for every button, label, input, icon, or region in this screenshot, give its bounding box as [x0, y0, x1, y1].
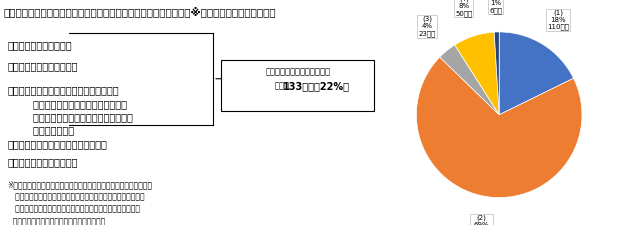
- Text: (3)
4%
23法人: (3) 4% 23法人: [419, 16, 436, 37]
- Text: （３）設置する学校やキャンパスが複数の
        自治体にまたがっている場合等で、
        対象となっている自治体となっていな
        い: （３）設置する学校やキャンパスが複数の 自治体にまたがっている場合等で、 対象と…: [8, 86, 132, 135]
- FancyBboxPatch shape: [221, 60, 374, 111]
- Text: 調査項目１：ふるさと納税を活用した学校法人に対する支援制度（※）の対象となっているか。: 調査項目１：ふるさと納税を活用した学校法人に対する支援制度（※）の対象となってい…: [4, 7, 276, 18]
- Text: （５）その他【自由記述】: （５）その他【自由記述】: [8, 158, 78, 167]
- Wedge shape: [494, 32, 499, 115]
- Wedge shape: [454, 32, 499, 115]
- Text: 「補助金」として支出する形のものを想定。: 「補助金」として支出する形のものを想定。: [8, 217, 105, 225]
- Text: 学校法人とが連携して寄附を募集し、集まった寄附の一定割合: 学校法人とが連携して寄附を募集し、集まった寄附の一定割合: [8, 192, 144, 201]
- Wedge shape: [440, 45, 499, 115]
- Text: （４）対象となっているか分からない: （４）対象となっているか分からない: [8, 140, 108, 149]
- Text: を寄附者が指定した私立学校・学校法人に対して自治体から: を寄附者が指定した私立学校・学校法人に対して自治体から: [8, 205, 140, 214]
- Text: (4)
8%
50法人: (4) 8% 50法人: [455, 0, 472, 17]
- Text: (5)
1%
6法人: (5) 1% 6法人: [490, 0, 502, 14]
- Text: (2)
69%
431法人: (2) 69% 431法人: [471, 215, 493, 225]
- Text: (1)
18%
110法人: (1) 18% 110法人: [547, 9, 570, 30]
- Wedge shape: [417, 57, 582, 198]
- Text: （１）対象となっている: （１）対象となっている: [8, 40, 72, 50]
- Text: （２）対象となっていない: （２）対象となっていない: [8, 61, 78, 71]
- Text: ※ここでは、ふるさと納税の仕組みを活用して、自治体と私立学校・: ※ここでは、ふるさと納税の仕組みを活用して、自治体と私立学校・: [8, 180, 153, 189]
- Text: 法人は: 法人は: [275, 81, 290, 90]
- Wedge shape: [499, 32, 573, 115]
- Text: 133法人（22%）: 133法人（22%）: [284, 81, 350, 91]
- Text: 対象となっていると回答した: 対象となっていると回答した: [265, 68, 330, 76]
